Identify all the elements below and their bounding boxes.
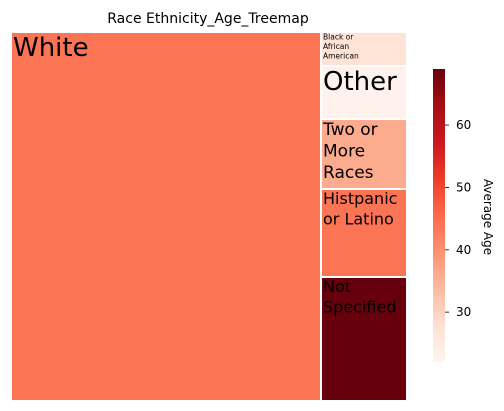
tile-hispanic-or-latino: Histpanic or Latino xyxy=(322,189,406,276)
tile-other: Other xyxy=(322,67,406,118)
tile-label-white: White xyxy=(13,33,89,63)
colorbar-label: Average Age xyxy=(481,179,495,255)
tile-white: White xyxy=(12,33,320,400)
colorbar-gradient xyxy=(433,69,445,362)
tile-black-or-african-american: Black or African American xyxy=(322,33,406,65)
tile-rect-two-or-more-races xyxy=(322,120,406,188)
tile-label-hispanic-or-latino: Histpanic or Latino xyxy=(323,189,397,229)
tile-not-specified: Not Specified xyxy=(322,277,406,400)
colorbar-tick-label: 40 xyxy=(456,243,471,257)
treemap-tiles: White Black or African American Other Two or M… xyxy=(12,33,406,400)
tile-rect-not-specified xyxy=(322,278,406,400)
tile-label-black-or-african-american: Black or African American xyxy=(323,33,359,61)
tile-label-other: Other xyxy=(323,67,397,97)
tile-rect-white xyxy=(12,33,320,400)
colorbar-tick-label: 60 xyxy=(456,118,471,132)
tile-label-not-specified: Not Specified xyxy=(323,277,396,317)
colorbar-tick-label: 50 xyxy=(456,180,471,194)
tile-rect-black-or-african-american xyxy=(322,33,406,65)
colorbar-tick-label: 30 xyxy=(456,305,471,319)
tile-rect-hispanic-or-latino xyxy=(322,190,406,276)
colorbar-ticks: 30 40 50 60 xyxy=(445,118,471,319)
colorbar: 30 40 50 60 Average Age xyxy=(433,69,495,362)
tile-rect-other xyxy=(322,67,406,118)
tile-two-or-more-races: Two or More Races xyxy=(322,120,406,188)
tile-label-two-or-more-races: Two or More Races xyxy=(322,120,378,183)
chart-title: Race Ethnicity_Age_Treemap xyxy=(107,11,309,27)
